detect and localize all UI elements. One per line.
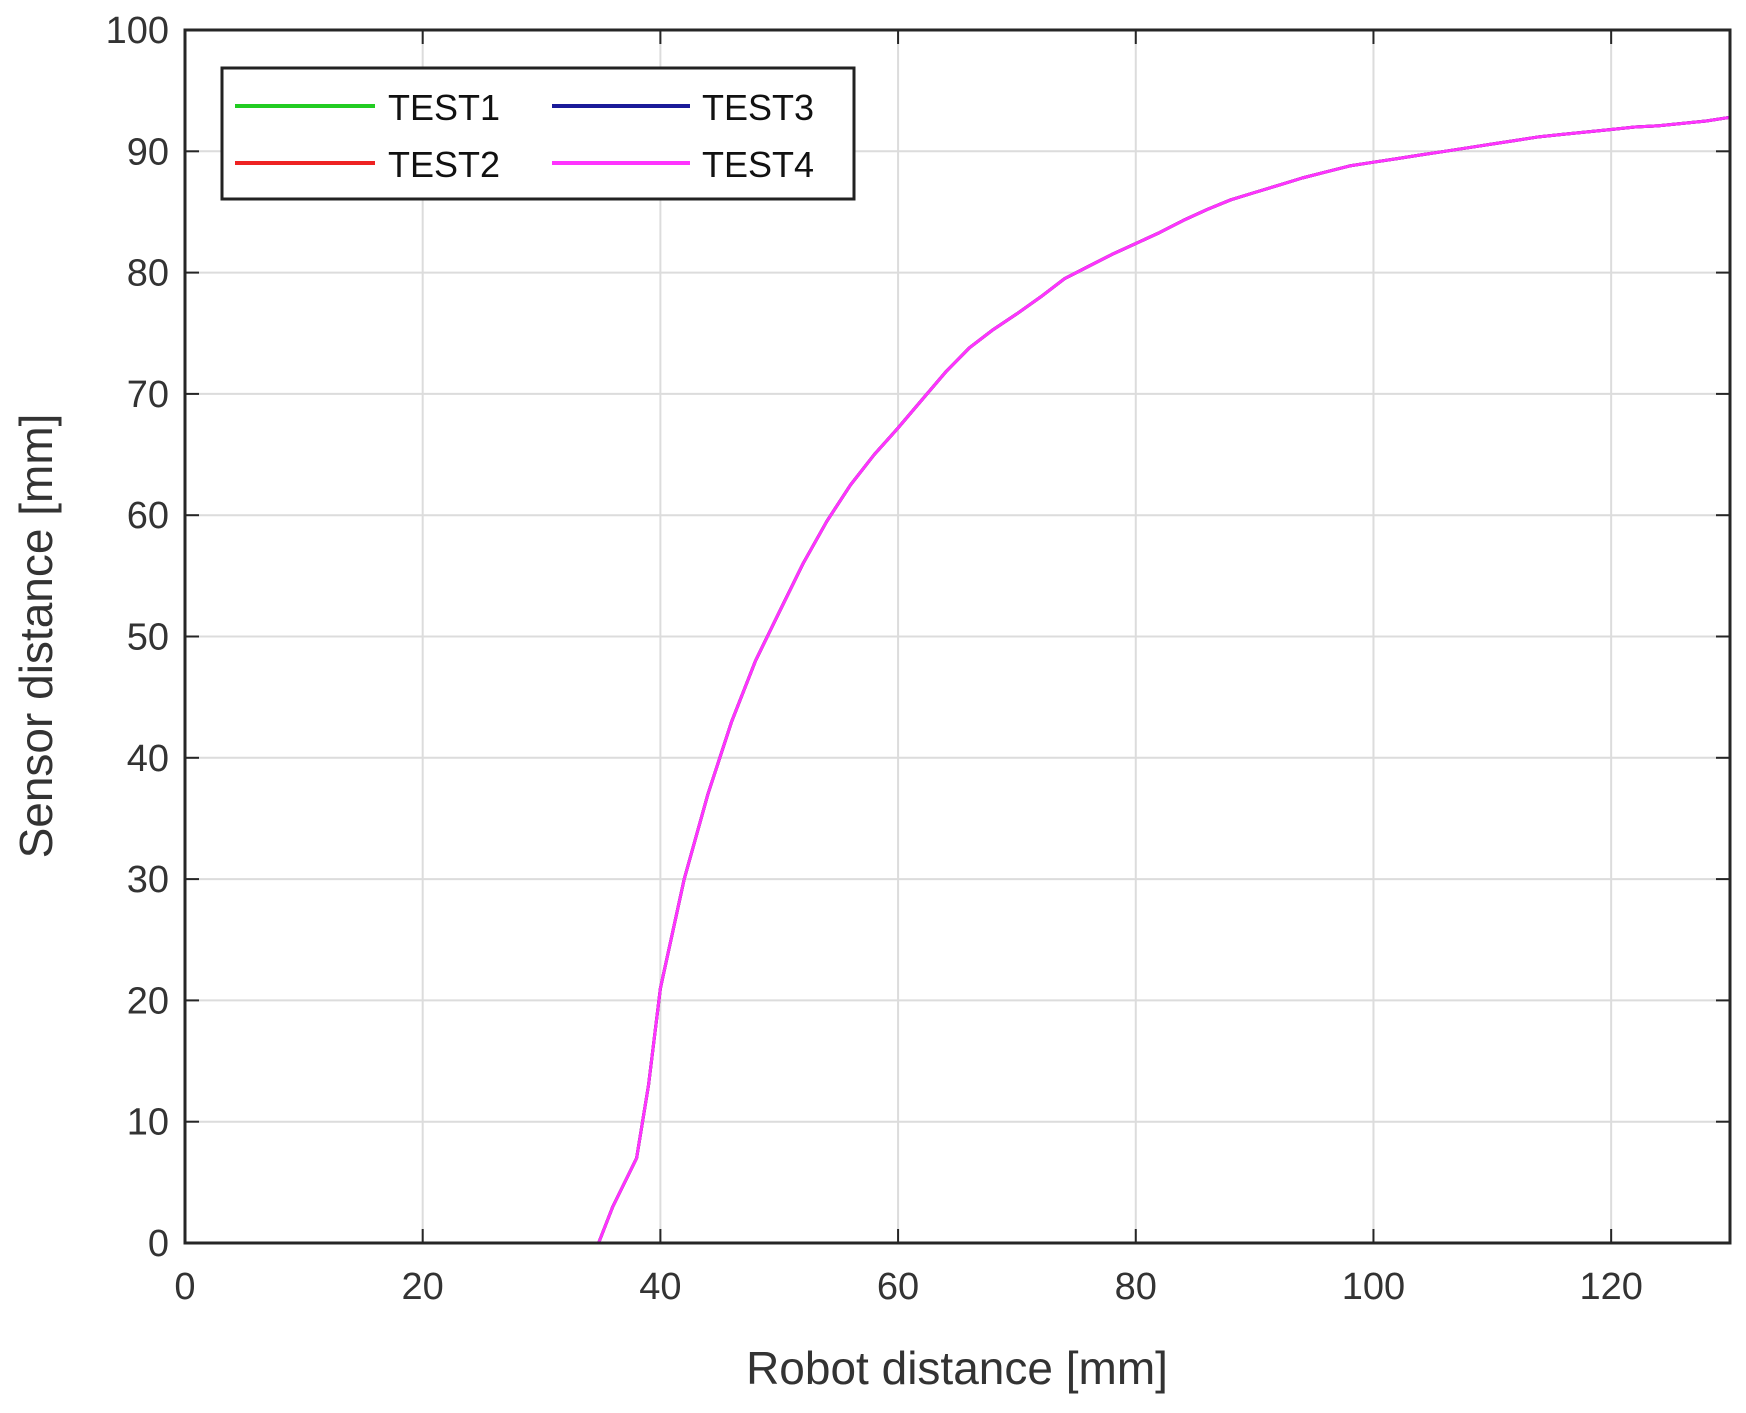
ticks	[184, 29, 1730, 1244]
y-tick-label: 50	[127, 617, 169, 659]
y-tick-label: 90	[127, 131, 169, 173]
y-tick-label: 20	[127, 980, 169, 1022]
y-tick-label: 40	[127, 738, 169, 780]
x-tick-label: 80	[1115, 1266, 1157, 1308]
x-tick-label: 40	[639, 1266, 681, 1308]
y-tick-labels: 0 10 20 30 40 50 60 70 80 90 100	[106, 10, 169, 1265]
legend: TEST1 TEST2 TEST3 TEST4	[220, 66, 856, 201]
x-tick-label: 120	[1579, 1266, 1642, 1308]
legend-label-test2: TEST2	[388, 144, 500, 185]
x-tick-label: 20	[402, 1266, 444, 1308]
y-tick-label: 80	[127, 253, 169, 295]
legend-label-test1: TEST1	[388, 87, 500, 128]
x-axis-label: Robot distance [mm]	[746, 1342, 1168, 1394]
y-tick-label: 100	[106, 10, 169, 52]
legend-label-test3: TEST3	[702, 87, 814, 128]
x-tick-label: 60	[877, 1266, 919, 1308]
series-lines	[183, 115, 1732, 1245]
legend-label-test4: TEST4	[702, 144, 814, 185]
x-tick-label: 100	[1342, 1266, 1405, 1308]
y-tick-label: 70	[127, 374, 169, 416]
y-tick-label: 0	[148, 1223, 169, 1265]
x-tick-labels: 0 20 40 60 80 100 120	[174, 1266, 1642, 1308]
y-axis-label: Sensor distance [mm]	[10, 414, 62, 859]
x-tick-label: 0	[174, 1266, 195, 1308]
series-line-test4	[183, 115, 1732, 1245]
legend-box	[220, 66, 856, 201]
y-tick-label: 30	[127, 859, 169, 901]
y-tick-label: 10	[127, 1102, 169, 1144]
y-tick-label: 60	[127, 495, 169, 537]
